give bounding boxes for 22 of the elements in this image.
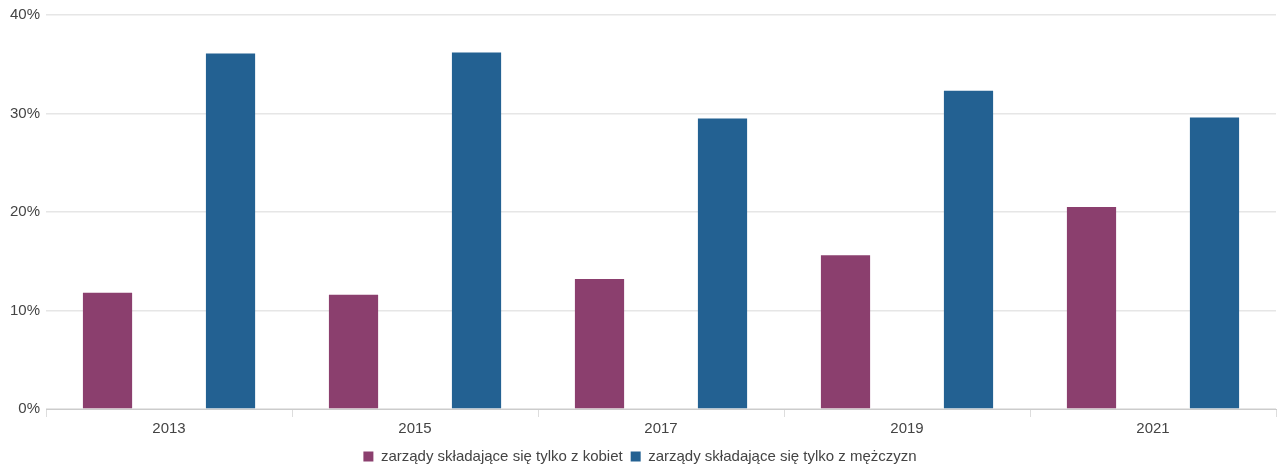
x-tick-label: 2021 xyxy=(1136,419,1170,437)
legend-label: zarządy składające się tylko z kobiet xyxy=(380,446,624,464)
y-tick-label: 30% xyxy=(9,103,41,121)
y-tick-label: 20% xyxy=(9,202,41,220)
bar xyxy=(1066,207,1117,409)
bar xyxy=(328,294,379,409)
bar xyxy=(820,255,871,409)
x-tick-label: 2019 xyxy=(890,419,924,437)
bar xyxy=(451,52,502,409)
bar xyxy=(1189,117,1240,409)
bar xyxy=(205,53,256,409)
bar xyxy=(82,292,133,409)
y-tick-label: 0% xyxy=(18,399,41,417)
bar xyxy=(574,278,625,409)
bar xyxy=(943,90,994,409)
bar xyxy=(697,118,748,409)
y-tick-label: 10% xyxy=(9,300,41,318)
x-tick-label: 2015 xyxy=(398,419,432,437)
legend-label: zarządy składające się tylko z mężczyzn xyxy=(648,446,917,464)
x-tick-label: 2017 xyxy=(644,419,678,437)
x-tick-label: 2013 xyxy=(152,419,186,437)
y-tick-label: 40% xyxy=(9,5,41,23)
